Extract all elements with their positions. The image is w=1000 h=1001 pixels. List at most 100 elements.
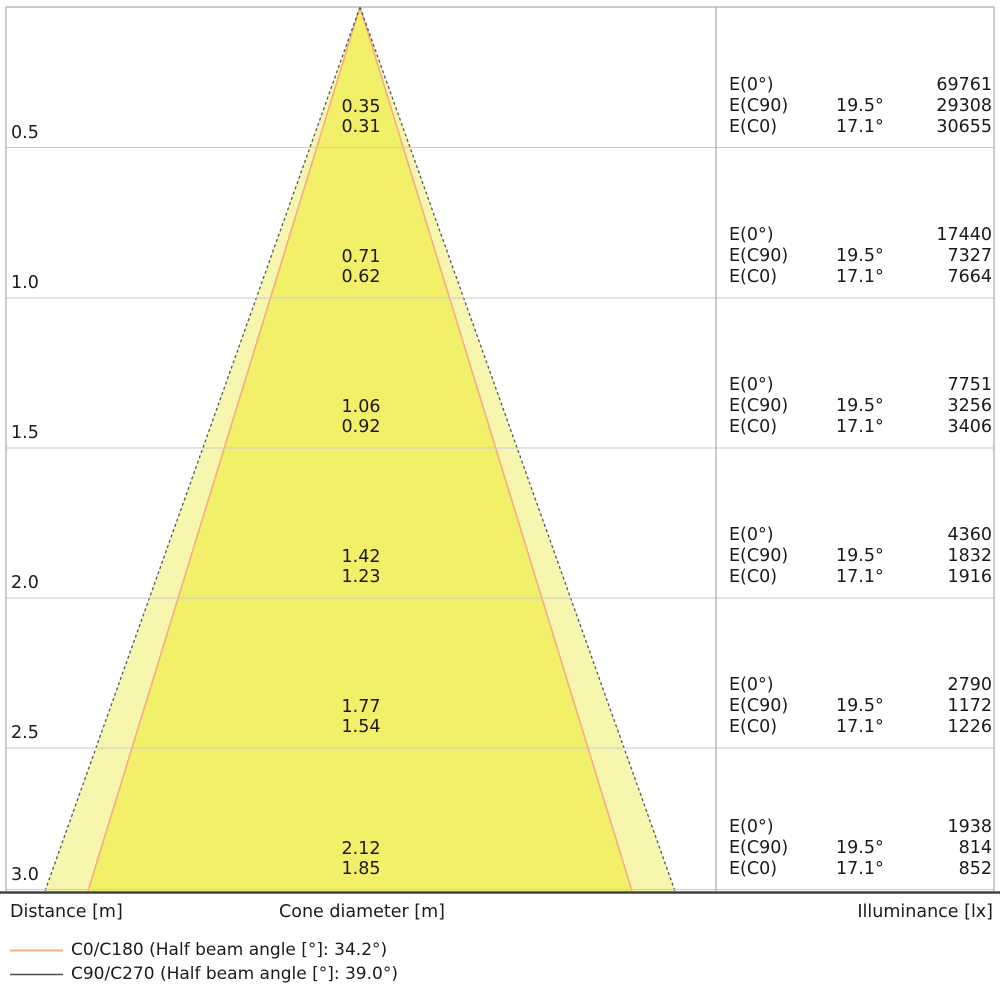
e0-label: E(0°) <box>729 225 774 245</box>
ec0-label: E(C0) <box>729 858 778 879</box>
cone-diameter-values: 1.06 0.92 <box>342 397 381 437</box>
e0-value: 7751 <box>947 375 992 395</box>
ec90-label: E(C90) <box>729 837 789 858</box>
table-row: E(C90) 19.5° 29308 <box>729 96 992 117</box>
beam-angle-c90: 19.5° <box>836 95 884 116</box>
illuminance-block: E(0°) 4360 E(C90) 19.5° 1832 E(C0) 17.1°… <box>729 525 992 588</box>
beam-angle-c0: 17.1° <box>836 567 884 587</box>
distance-gridlines <box>6 147 994 890</box>
cone-diameter-c0: 0.31 <box>341 116 381 137</box>
table-row: E(0°) 1938 <box>729 817 992 838</box>
ec0-value: 3406 <box>947 417 992 437</box>
beam-edge-c0-left <box>87 6 361 892</box>
e0-label: E(0°) <box>729 525 774 545</box>
ec90-value: 7327 <box>947 246 992 266</box>
cone-diameter-c0: 1.54 <box>341 717 381 737</box>
table-row: E(C90) 19.5° 1832 <box>729 546 992 567</box>
e0-value: 2790 <box>947 675 992 695</box>
cone-diameter-c0: 0.62 <box>341 267 381 287</box>
beam-angle-c90: 19.5° <box>836 396 884 416</box>
cone-diameter-values: 0.71 0.62 <box>342 247 381 287</box>
distance-label-2.0: 2.0 <box>11 573 39 593</box>
ec0-label: E(C0) <box>729 567 778 587</box>
cone-diameter-values: 1.77 1.54 <box>342 697 381 737</box>
table-row: E(C90) 19.5° 814 <box>729 838 992 859</box>
table-row: E(0°) 17440 <box>729 225 992 246</box>
cone-diameter-values: 2.12 1.85 <box>342 839 381 879</box>
table-row: E(C0) 17.1° 1226 <box>729 717 992 738</box>
ec0-value: 1226 <box>947 717 992 737</box>
cone-diameter-c0: 1.85 <box>341 858 381 879</box>
illuminance-block: E(0°) 2790 E(C90) 19.5° 1172 E(C0) 17.1°… <box>729 675 992 738</box>
e0-label: E(0°) <box>729 816 774 837</box>
cone-diameter-c0: 1.23 <box>341 567 381 587</box>
ec0-value: 30655 <box>936 116 992 137</box>
distance-label-0.5: 0.5 <box>11 122 39 143</box>
distance-axis-label: Distance [m] <box>10 902 123 922</box>
distance-label-1.5: 1.5 <box>11 423 39 443</box>
e0-label: E(0°) <box>729 375 774 395</box>
legend-label-c0: C0/C180 (Half beam angle [°]: 34.2°) <box>71 940 388 960</box>
table-row: E(0°) 7751 <box>729 375 992 396</box>
ec90-value: 1832 <box>947 546 992 566</box>
cone-diameter-c90: 2.12 <box>341 838 381 859</box>
e0-value: 17440 <box>936 225 992 245</box>
illuminance-block: E(0°) 7751 E(C90) 19.5° 3256 E(C0) 17.1°… <box>729 375 992 438</box>
e0-value: 1938 <box>947 816 992 837</box>
ec0-value: 7664 <box>947 267 992 287</box>
beam-angle-c90: 19.5° <box>836 246 884 266</box>
table-row: E(C0) 17.1° 852 <box>729 859 992 880</box>
ec90-value: 29308 <box>936 95 992 116</box>
cone-diameter-c90: 0.35 <box>341 96 381 117</box>
table-row: E(C90) 19.5° 1172 <box>729 696 992 717</box>
table-row: E(C0) 17.1° 1916 <box>729 567 992 588</box>
cone-diameter-c90: 1.77 <box>341 697 381 717</box>
table-row: E(C90) 19.5° 7327 <box>729 246 992 267</box>
e0-value: 69761 <box>936 74 992 95</box>
beam-angle-c90: 19.5° <box>836 546 884 566</box>
cone-diameter-c90: 0.71 <box>341 247 381 267</box>
ec90-label: E(C90) <box>729 696 789 716</box>
cone-diameter-values: 0.35 0.31 <box>342 97 381 137</box>
beam-angle-c90: 19.5° <box>836 837 884 858</box>
table-row: E(C0) 17.1° 7664 <box>729 267 992 288</box>
cone-diameter-c90: 1.42 <box>341 547 381 567</box>
legend-label-c90: C90/C270 (Half beam angle [°]: 39.0°) <box>71 964 398 984</box>
ec90-label: E(C90) <box>729 95 789 116</box>
table-row: E(0°) 4360 <box>729 525 992 546</box>
cone-diameter-c90: 1.06 <box>341 397 381 417</box>
ec90-label: E(C90) <box>729 246 789 266</box>
cone-diameter-c0: 0.92 <box>341 417 381 437</box>
table-row: E(C0) 17.1° 30655 <box>729 117 992 138</box>
ec90-label: E(C90) <box>729 546 789 566</box>
illuminance-block: E(0°) 17440 E(C90) 19.5° 7327 E(C0) 17.1… <box>729 225 992 288</box>
ec0-label: E(C0) <box>729 267 778 287</box>
ec0-value: 852 <box>958 858 992 879</box>
cone-diameter-axis-label: Cone diameter [m] <box>279 902 445 922</box>
table-row: E(0°) 69761 <box>729 75 992 96</box>
beam-angle-c0: 17.1° <box>836 116 884 137</box>
distance-label-3.0: 3.0 <box>11 864 39 885</box>
table-row: E(0°) 2790 <box>729 675 992 696</box>
ec90-label: E(C90) <box>729 396 789 416</box>
illuminance-axis-label: Illuminance [lx] <box>857 902 993 922</box>
table-row: E(C0) 17.1° 3406 <box>729 417 992 438</box>
table-row: E(C90) 19.5° 3256 <box>729 396 992 417</box>
ec90-value: 3256 <box>947 396 992 416</box>
ec0-label: E(C0) <box>729 717 778 737</box>
beam-angle-c0: 17.1° <box>836 717 884 737</box>
beam-angle-c0: 17.1° <box>836 267 884 287</box>
e0-label: E(0°) <box>729 675 774 695</box>
beam-angle-c90: 19.5° <box>836 696 884 716</box>
ec0-value: 1916 <box>947 567 992 587</box>
beam-angle-c0: 17.1° <box>836 417 884 437</box>
cone-diameter-values: 1.42 1.23 <box>342 547 381 587</box>
e0-value: 4360 <box>947 525 992 545</box>
distance-label-1.0: 1.0 <box>11 273 39 293</box>
ec90-value: 1172 <box>947 696 992 716</box>
illuminance-block: E(0°) 1938 E(C90) 19.5° 814 E(C0) 17.1° … <box>729 817 992 880</box>
beam-angle-c0: 17.1° <box>836 858 884 879</box>
ec90-value: 814 <box>958 837 992 858</box>
